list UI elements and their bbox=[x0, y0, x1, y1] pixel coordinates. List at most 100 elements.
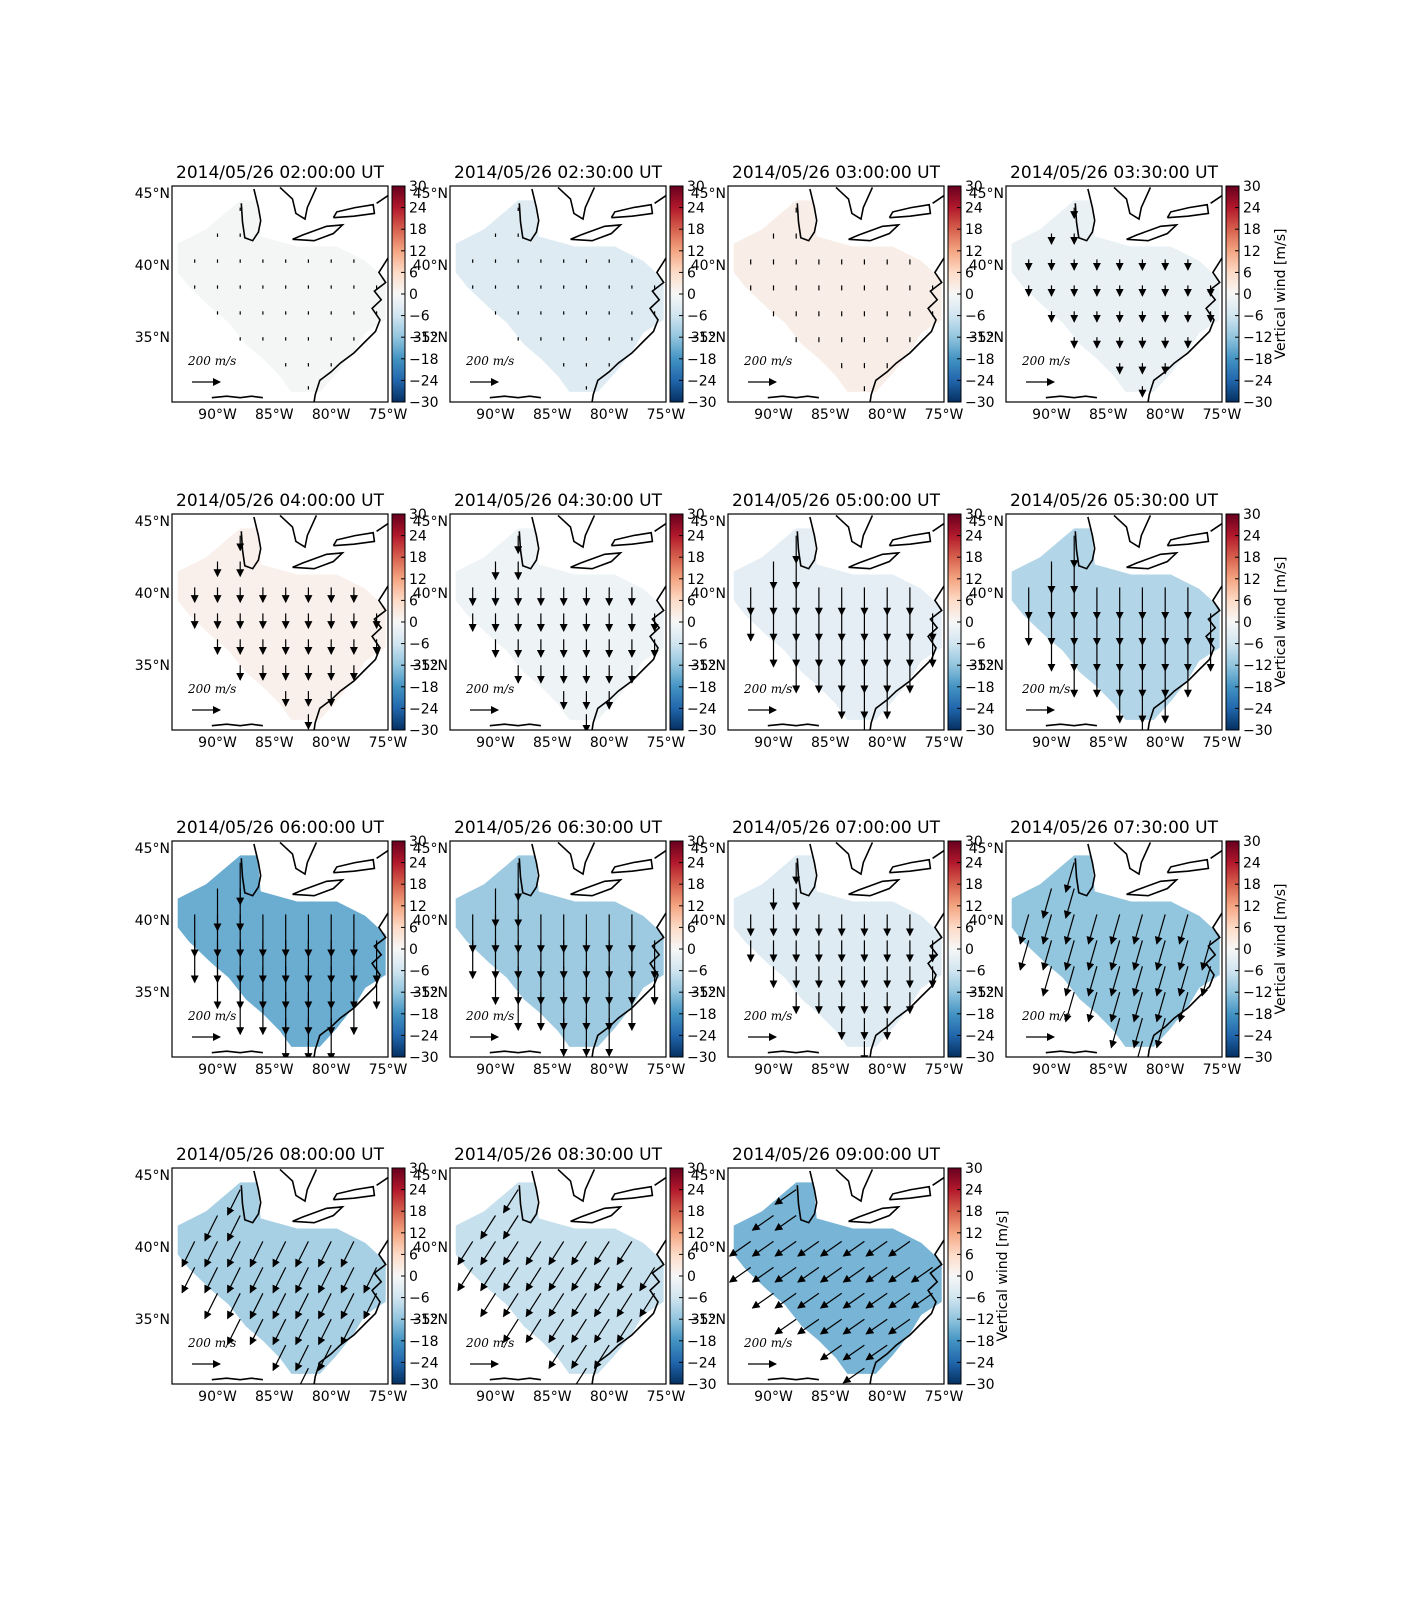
map-frame bbox=[727, 185, 945, 403]
colorbar: 30 24 18 12 6 0 −6 −12 −18 −24 −30 bbox=[391, 179, 439, 411]
colorbar-tick-label: 12 bbox=[1243, 572, 1261, 588]
wind-vector bbox=[1177, 940, 1189, 971]
map-frame bbox=[171, 1167, 389, 1385]
wind-vector bbox=[457, 1241, 474, 1266]
longitude-tick-label: 80°W bbox=[868, 1389, 907, 1405]
coastline bbox=[610, 1185, 654, 1201]
wind-vector bbox=[548, 1267, 565, 1292]
colorbar-tick-label: 6 bbox=[1243, 920, 1252, 936]
colorbar-tick-label: 12 bbox=[1243, 244, 1261, 260]
colorbar: 30 24 18 12 6 0 −6 −12 −18 −24 −30 bbox=[947, 507, 995, 739]
colorbar-tick-label: 6 bbox=[965, 920, 974, 936]
coastline bbox=[1147, 912, 1222, 1057]
coastline bbox=[932, 841, 944, 859]
longitude-tick-label: 80°W bbox=[590, 735, 629, 751]
colorbar: 30 24 18 12 6 0 −6 −12 −18 −24 −30 bbox=[669, 834, 717, 1066]
colorbar-tick-label: −6 bbox=[965, 964, 986, 980]
colorbar-tick-label: −24 bbox=[965, 1028, 995, 1044]
reference-vector-label: 200 m/s bbox=[187, 682, 236, 696]
wind-vector bbox=[751, 1292, 774, 1309]
colorbar-tick-label: 0 bbox=[409, 942, 418, 958]
colorbar: 30 24 18 12 6 0 −6 −12 −18 −24 −30 bbox=[669, 1161, 717, 1393]
wind-vector bbox=[1063, 862, 1075, 893]
coastline bbox=[489, 395, 542, 399]
colorbar-tick-label: 24 bbox=[409, 529, 427, 545]
longitude-tick-label: 90°W bbox=[1032, 735, 1071, 751]
latitude-tick-label: 45°N bbox=[691, 841, 726, 857]
wind-vector bbox=[1154, 1017, 1166, 1049]
wind-vector bbox=[774, 1215, 797, 1231]
latitude-tick-label: 35°N bbox=[691, 1312, 726, 1328]
wind-vector bbox=[571, 1241, 587, 1266]
colorbar-tick-label: 24 bbox=[1243, 529, 1261, 545]
reference-vector-label: 200 m/s bbox=[1021, 354, 1070, 368]
latitude-tick-label: 45°N bbox=[969, 841, 1004, 857]
wind-vector bbox=[181, 1267, 196, 1294]
colorbar-tick-label: 0 bbox=[687, 942, 696, 958]
map-frame bbox=[727, 513, 945, 731]
colorbar-tick-label: −6 bbox=[409, 637, 430, 653]
panel-title: 2014/05/26 02:30:00 UT bbox=[454, 163, 663, 183]
wind-vector bbox=[272, 1293, 287, 1320]
longitude-tick-label: 80°W bbox=[1146, 735, 1185, 751]
wind-vector bbox=[571, 1318, 587, 1344]
colorbar-tick-label: −12 bbox=[687, 1312, 717, 1328]
wind-vector bbox=[751, 1240, 774, 1257]
colorbar-tick-label: 18 bbox=[1243, 550, 1261, 566]
wind-vector bbox=[616, 1241, 633, 1266]
wind-vector bbox=[910, 1292, 933, 1309]
coastline bbox=[1126, 223, 1179, 242]
colorbar-tick-label: 18 bbox=[1243, 222, 1261, 238]
colorbar: 30 24 18 12 6 0 −6 −12 −18 −24 −30 bbox=[947, 834, 995, 1066]
latitude-tick-label: 45°N bbox=[691, 1168, 726, 1184]
coastline bbox=[932, 186, 944, 204]
longitude-tick-label: 85°W bbox=[255, 735, 294, 751]
wind-vector bbox=[227, 1215, 241, 1242]
reference-vector-label: 200 m/s bbox=[187, 1336, 236, 1350]
latitude-tick-label: 45°N bbox=[691, 186, 726, 202]
latitude-tick-label: 40°N bbox=[969, 258, 1004, 274]
colorbar-tick-label: −12 bbox=[409, 985, 439, 1001]
longitude-tick-label: 75°W bbox=[647, 735, 686, 751]
wind-vector bbox=[525, 1292, 542, 1318]
wind-vector bbox=[502, 1189, 519, 1214]
coastline bbox=[332, 1185, 376, 1201]
coastline bbox=[796, 1170, 818, 1224]
wind-vector bbox=[797, 1266, 820, 1283]
longitude-tick-label: 80°W bbox=[868, 407, 907, 423]
coastline bbox=[279, 186, 318, 221]
wind-vector bbox=[502, 1292, 519, 1318]
wind-vector bbox=[480, 1215, 497, 1240]
wind-vector bbox=[842, 1318, 865, 1335]
coastline bbox=[332, 203, 376, 219]
wind-vector bbox=[502, 1267, 519, 1292]
wind-vector bbox=[1063, 940, 1075, 971]
longitude-tick-label: 85°W bbox=[533, 1389, 572, 1405]
longitude-tick-label: 80°W bbox=[1146, 407, 1185, 423]
longitude-tick-label: 75°W bbox=[925, 735, 964, 751]
colorbar-tick-label: −30 bbox=[965, 1377, 995, 1393]
longitude-tick-label: 80°W bbox=[590, 1389, 629, 1405]
longitude-tick-label: 90°W bbox=[476, 735, 515, 751]
colorbar-tick-label: −30 bbox=[1243, 395, 1273, 411]
colorbar-tick-label: 12 bbox=[965, 899, 983, 915]
colorbar-tick-label: 0 bbox=[409, 1269, 418, 1285]
wind-vector bbox=[842, 1240, 865, 1257]
coastline bbox=[211, 395, 264, 399]
map-frame bbox=[1005, 185, 1223, 403]
wind-vector bbox=[204, 1267, 219, 1294]
colorbar-tick-label: 6 bbox=[965, 593, 974, 609]
wind-vector bbox=[1154, 992, 1166, 1023]
coastline bbox=[1126, 878, 1179, 897]
map-frame bbox=[171, 840, 389, 1058]
coastline bbox=[654, 514, 666, 532]
longitude-tick-label: 90°W bbox=[198, 1389, 237, 1405]
colorbar-tick-label: 18 bbox=[687, 877, 705, 893]
wind-vector bbox=[181, 1241, 196, 1268]
reference-vector-label: 200 m/s bbox=[1021, 1009, 1070, 1023]
map-panel: 2014/05/26 04:30:00 UT 200 m/s 90°W 85°W 80°… bbox=[413, 491, 717, 751]
wind-vector bbox=[1200, 966, 1212, 997]
coastline bbox=[1147, 585, 1222, 730]
colorbar-tick-label: −18 bbox=[1243, 680, 1273, 696]
wind-vector bbox=[249, 1241, 264, 1268]
